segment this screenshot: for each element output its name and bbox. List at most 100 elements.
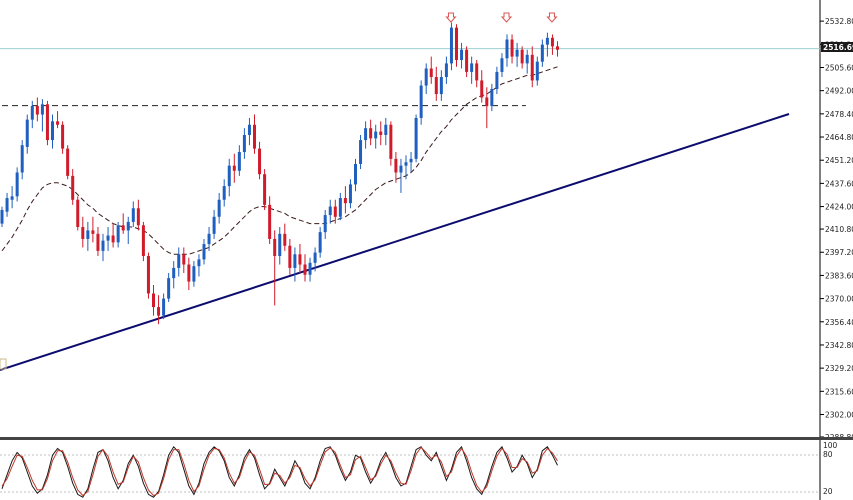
stochastic-tick-label: 100 xyxy=(823,441,838,450)
down-arrow-icon xyxy=(445,12,457,23)
candle-body xyxy=(162,298,166,316)
price-tick-label: 2302.00 xyxy=(825,411,853,420)
stochastic-tick-label: 80 xyxy=(823,450,833,459)
candle-body xyxy=(525,54,529,64)
panel-separator xyxy=(0,437,820,440)
candle-body xyxy=(212,216,216,234)
trend-line[interactable] xyxy=(0,113,790,371)
candle-body xyxy=(263,174,267,205)
candle-body xyxy=(237,152,241,171)
price-tick-label: 2383.60 xyxy=(825,271,853,280)
candle-body xyxy=(141,225,145,256)
candle-body xyxy=(333,206,337,217)
candle-body xyxy=(56,121,60,125)
candle-body xyxy=(404,162,408,166)
candle-body xyxy=(505,39,509,59)
candle-body xyxy=(495,71,499,89)
candle-body xyxy=(369,128,373,139)
candle-body xyxy=(389,124,393,159)
candle-body xyxy=(374,131,378,139)
candle-body xyxy=(434,77,438,95)
candle-body xyxy=(111,235,115,243)
price-tick-label: 2437.60 xyxy=(825,179,853,188)
candle-body xyxy=(157,307,161,316)
candle-body xyxy=(414,117,418,159)
candle-body xyxy=(101,240,105,251)
candle-body xyxy=(359,140,363,164)
candle-body xyxy=(126,221,130,231)
candle-body xyxy=(177,254,181,268)
candle-body xyxy=(343,198,347,204)
candle-body xyxy=(5,198,9,212)
candle-body xyxy=(91,230,95,234)
price-tick-label: 2370.00 xyxy=(825,295,853,304)
candle-body xyxy=(394,158,398,173)
candle-body xyxy=(485,97,489,107)
price-tick-label: 2410.80 xyxy=(825,225,853,234)
candlesticks xyxy=(0,22,559,325)
candle-body xyxy=(86,230,90,239)
last-price-tag: 2516.69 xyxy=(821,42,853,52)
candle-body xyxy=(429,68,433,78)
candle-body xyxy=(242,134,246,153)
candle-body xyxy=(384,124,388,135)
candle-body xyxy=(424,68,428,86)
candle-body xyxy=(217,199,221,217)
candle-body xyxy=(470,63,474,72)
candle-body xyxy=(364,128,368,141)
candle-body xyxy=(515,49,519,57)
candle-body xyxy=(444,63,448,78)
last-price-tag-box xyxy=(821,42,853,52)
candle-body xyxy=(500,58,504,72)
stochastic-tick-label: 20 xyxy=(823,487,833,496)
candle-body xyxy=(278,233,282,256)
candle-body xyxy=(25,119,29,147)
candle-body xyxy=(222,186,226,200)
candle-body xyxy=(247,124,251,135)
candle-body xyxy=(328,206,332,216)
price-tick-label: 2315.60 xyxy=(825,387,853,396)
last-price-label: 2516.69 xyxy=(823,43,853,52)
candle-body xyxy=(550,37,554,47)
candle-body xyxy=(10,196,14,200)
candle-body xyxy=(283,233,287,246)
trend-line-segment[interactable] xyxy=(0,113,790,371)
candle-body xyxy=(35,106,39,115)
candle-body xyxy=(15,172,19,197)
candle-body xyxy=(131,208,135,222)
candle-body xyxy=(202,244,206,260)
down-arrow-icon xyxy=(500,12,513,23)
candle-body xyxy=(455,27,458,60)
candle-body xyxy=(81,227,85,239)
candle-body xyxy=(66,148,70,176)
candle-body xyxy=(556,46,559,50)
candle-body xyxy=(354,163,357,185)
candle-body xyxy=(540,44,544,62)
candle-body xyxy=(293,254,297,268)
candle-body xyxy=(419,85,423,118)
candle-body xyxy=(197,259,201,267)
candle-body xyxy=(167,278,171,299)
candle-body xyxy=(273,238,277,256)
candle-body xyxy=(45,104,49,141)
candle-body xyxy=(308,262,312,275)
arrow-markers xyxy=(445,12,558,23)
candle-body xyxy=(288,245,292,268)
candle-body xyxy=(460,49,464,60)
candle-body xyxy=(439,77,443,95)
candle-body xyxy=(535,61,539,81)
candle-body xyxy=(530,54,534,81)
candle-body xyxy=(253,124,256,149)
stochastic-signal-line xyxy=(1,446,558,497)
candle-body xyxy=(409,158,413,163)
candle-body xyxy=(51,121,54,141)
candle-body xyxy=(61,124,65,149)
price-tick-label: 2356.40 xyxy=(825,318,853,327)
candle-body xyxy=(318,232,322,253)
candle-body xyxy=(207,233,211,245)
candle-body xyxy=(298,254,302,265)
